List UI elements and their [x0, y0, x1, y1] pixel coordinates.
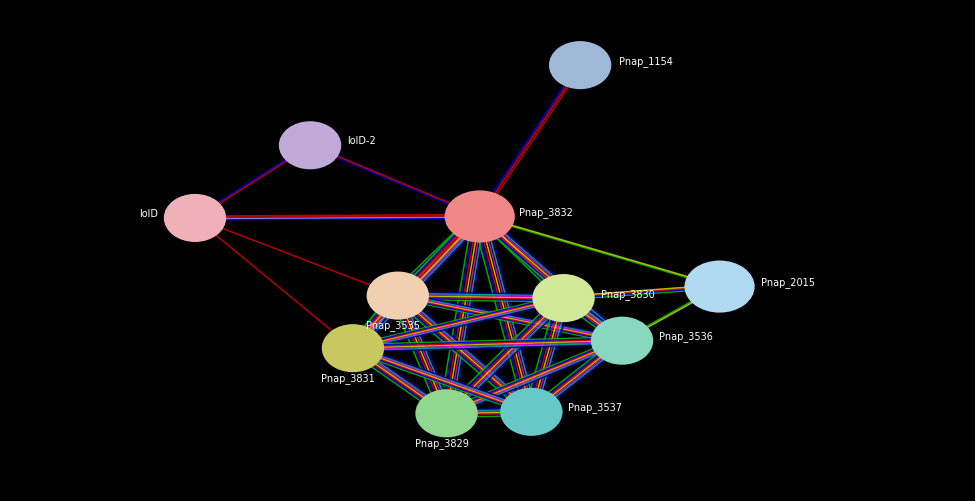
Text: Pnap_3831: Pnap_3831	[321, 373, 375, 384]
Text: Pnap_3536: Pnap_3536	[659, 331, 713, 342]
Ellipse shape	[549, 41, 611, 89]
Text: Pnap_3535: Pnap_3535	[366, 320, 420, 331]
Text: Pnap_2015: Pnap_2015	[760, 277, 814, 288]
Ellipse shape	[532, 274, 595, 322]
Ellipse shape	[367, 272, 429, 320]
Text: lolD: lolD	[139, 209, 158, 219]
Ellipse shape	[500, 388, 563, 436]
Ellipse shape	[164, 194, 226, 242]
Text: Pnap_3537: Pnap_3537	[568, 402, 622, 413]
Text: Pnap_3832: Pnap_3832	[519, 207, 572, 218]
Ellipse shape	[322, 324, 384, 372]
Text: Pnap_3829: Pnap_3829	[414, 438, 469, 449]
Text: Pnap_1154: Pnap_1154	[619, 56, 673, 67]
Ellipse shape	[684, 261, 755, 313]
Ellipse shape	[279, 121, 341, 169]
Text: Pnap_3830: Pnap_3830	[601, 289, 654, 300]
Ellipse shape	[415, 389, 478, 437]
Ellipse shape	[591, 317, 653, 365]
Ellipse shape	[445, 190, 515, 242]
Text: lolD-2: lolD-2	[347, 136, 375, 146]
